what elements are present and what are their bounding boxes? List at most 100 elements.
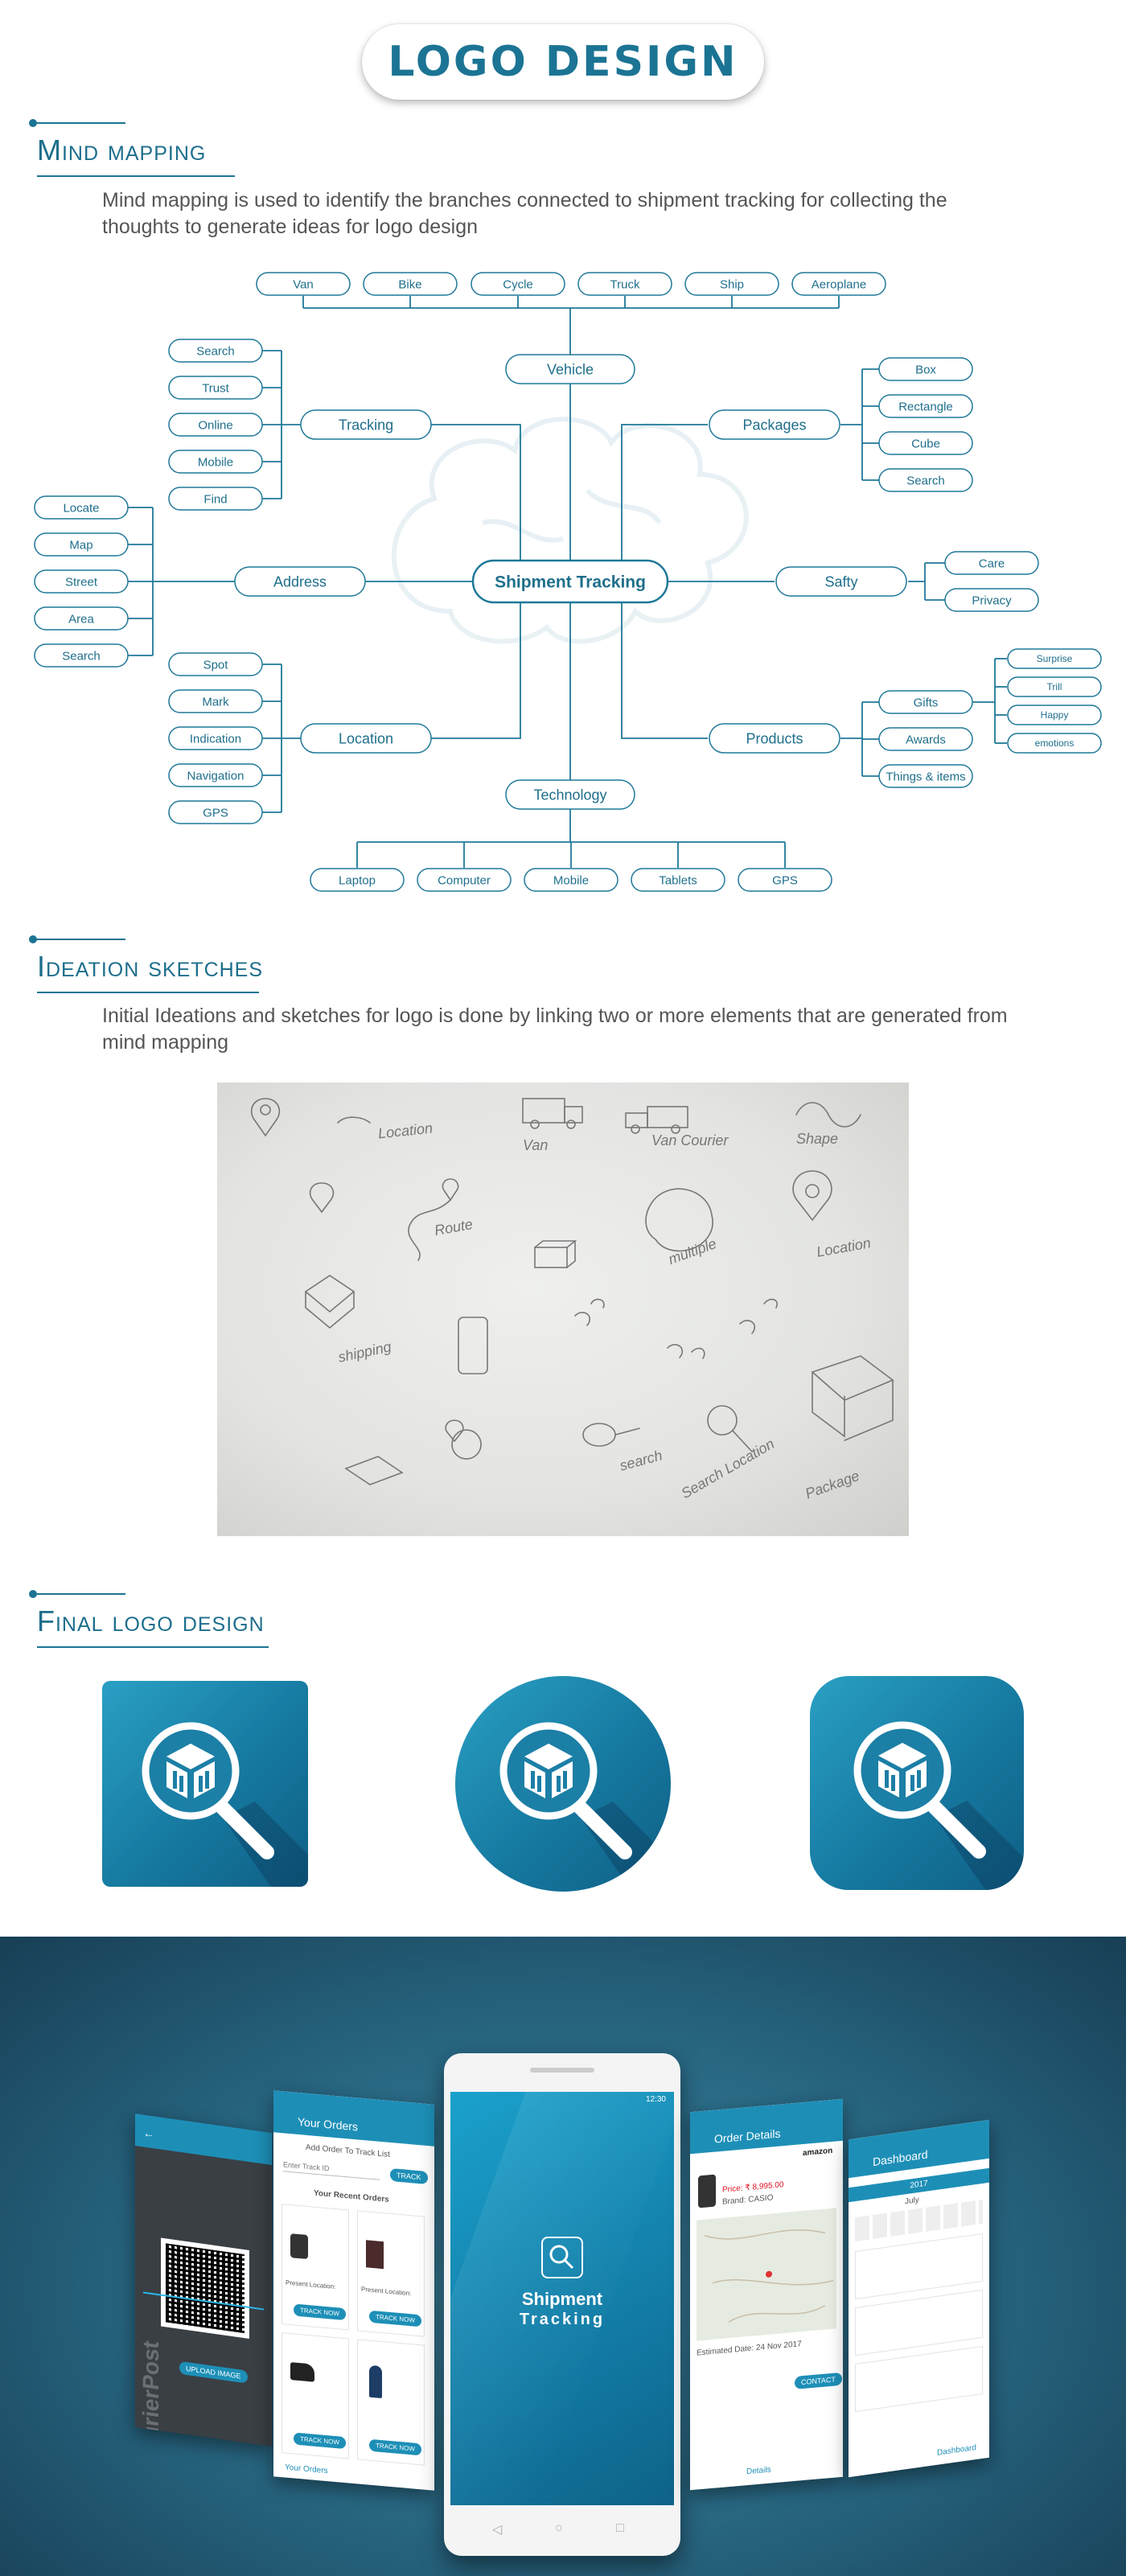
recent-nav-icon[interactable]: □ bbox=[616, 2521, 624, 2535]
dashboard-order-card[interactable] bbox=[855, 2233, 983, 2300]
tracking-map[interactable] bbox=[697, 2208, 836, 2341]
details-title: Order Details bbox=[714, 2126, 781, 2146]
magnifier-icon bbox=[549, 2245, 574, 2270]
mindmap-branch: Location bbox=[300, 723, 432, 754]
dashboard-order-card[interactable] bbox=[855, 2345, 983, 2413]
order-card[interactable]: Present Location: TRACK NOW bbox=[357, 2210, 425, 2337]
sketch-note: Van bbox=[523, 1137, 549, 1153]
connector-line bbox=[431, 424, 521, 566]
mindmap-leaf-label: Cycle bbox=[503, 277, 533, 291]
shirt-image bbox=[366, 2240, 384, 2270]
upload-image-button[interactable]: UPLOAD IMAGE bbox=[179, 2360, 248, 2384]
mindmap-leaf: Navigation bbox=[168, 763, 263, 787]
logo-square bbox=[102, 1681, 308, 1887]
dashboard-title: Dashboard bbox=[873, 2147, 928, 2169]
mindmap-leaf: Van bbox=[256, 272, 351, 296]
logo-rounded bbox=[810, 1676, 1024, 1890]
mindmap-leaf: Privacy bbox=[944, 588, 1039, 612]
mindmap-leaf: Happy bbox=[1007, 705, 1102, 725]
section-title: Final logo design bbox=[37, 1604, 265, 1637]
section-rule bbox=[34, 939, 125, 940]
sketch-route bbox=[309, 1178, 459, 1261]
mindmap-leaf: Computer bbox=[417, 868, 512, 892]
splash-logo bbox=[541, 2237, 583, 2278]
mindmap-branch: Products bbox=[709, 723, 840, 754]
mindmap-branch-label: Safty bbox=[824, 573, 857, 590]
sketch-note: Van Courier bbox=[651, 1132, 729, 1148]
tab-details[interactable]: Details bbox=[746, 2465, 771, 2477]
page-title: LOGO DESIGN bbox=[362, 24, 764, 100]
mindmap-leaf-label: Mark bbox=[202, 695, 229, 709]
sketch-van bbox=[522, 1098, 861, 1134]
dashboard-order-card[interactable] bbox=[855, 2289, 983, 2356]
order-card[interactable]: TRACK NOW bbox=[357, 2339, 425, 2466]
section-dot bbox=[29, 119, 37, 127]
mindmap-leaf-label: Gifts bbox=[914, 696, 939, 709]
mindmap-leaf: Truck bbox=[577, 272, 672, 296]
mindmap-leaf: Awards bbox=[878, 727, 973, 751]
back-arrow-icon[interactable]: ← bbox=[143, 2126, 154, 2141]
mindmap-leaf-label: Things & items bbox=[886, 770, 965, 783]
back-nav-icon[interactable]: ◁ bbox=[492, 2523, 503, 2537]
mindmap-leaf-label: GPS bbox=[772, 873, 798, 887]
mindmap-leaf: Search bbox=[878, 468, 973, 492]
mindmap-leaf: Online bbox=[168, 413, 263, 437]
qr-code-image bbox=[161, 2237, 249, 2340]
mindmap-leaf: Area bbox=[34, 606, 129, 631]
track-now-button[interactable]: TRACK NOW bbox=[294, 2432, 346, 2450]
mindmap-leaf-label: Trill bbox=[1047, 681, 1062, 692]
mindmap-branch-label: Products bbox=[746, 730, 803, 746]
track-now-button[interactable]: TRACK NOW bbox=[294, 2303, 346, 2321]
mindmap-branch-label: Location bbox=[339, 730, 393, 746]
contact-button[interactable]: CONTACT bbox=[795, 2372, 842, 2389]
mindmap-leaf-label: Mobile bbox=[553, 873, 589, 887]
sketch-location-pin bbox=[250, 1098, 371, 1137]
connector-line bbox=[621, 597, 708, 739]
dashboard-appbar: Dashboard bbox=[849, 2119, 989, 2179]
mindmap-leaf: Laptop bbox=[310, 868, 405, 892]
section-title: Ideation sketches bbox=[37, 950, 264, 983]
track-button[interactable]: TRACK bbox=[390, 2167, 428, 2185]
mindmap-branch-label: Vehicle bbox=[547, 361, 594, 377]
track-now-button[interactable]: TRACK NOW bbox=[369, 2438, 421, 2456]
section-header-final-logo: Final logo design bbox=[29, 1590, 399, 1666]
mindmap-branch: Address bbox=[234, 566, 366, 597]
track-now-button[interactable]: TRACK NOW bbox=[369, 2310, 421, 2327]
mindmap-branch: Vehicle bbox=[505, 354, 635, 384]
home-nav-icon[interactable]: ○ bbox=[555, 2521, 563, 2535]
mindmap-leaf-label: Map bbox=[69, 538, 92, 552]
watch-image bbox=[290, 2233, 308, 2260]
order-card[interactable]: TRACK NOW bbox=[282, 2332, 349, 2459]
brand-text: Brand: CASIO bbox=[722, 2193, 774, 2207]
mindmap-leaf-label: Laptop bbox=[339, 873, 376, 887]
mindmap-leaf: GPS bbox=[738, 868, 832, 892]
track-id-input[interactable] bbox=[283, 2157, 380, 2180]
mindmap-leaf-label: Trust bbox=[202, 381, 229, 395]
ideation-sketch-photo: Location Van Van Courier Route Shape mul… bbox=[217, 1083, 909, 1536]
mindmap-leaf-label: Bike bbox=[398, 277, 421, 291]
mind-map-diagram: Van Bike Cycle Truck Ship Aeroplane Laptop Comp… bbox=[34, 272, 1102, 892]
sketch-search bbox=[304, 1275, 778, 1374]
mindmap-leaf-label: GPS bbox=[203, 806, 228, 820]
mindmap-leaf-label: Search bbox=[196, 344, 235, 358]
mindmap-branch-label: Tracking bbox=[339, 417, 393, 433]
mindmap-leaf: Mobile bbox=[524, 868, 618, 892]
mindmap-leaf: Cube bbox=[878, 431, 973, 455]
tab-your-orders[interactable]: Your Orders bbox=[285, 2463, 328, 2476]
mindmap-leaf-label: Search bbox=[62, 649, 101, 663]
orders-appbar: Your Orders bbox=[273, 2090, 434, 2147]
mind-map-nodes: Van Bike Cycle Truck Ship Aeroplane Laptop Comp… bbox=[34, 272, 1102, 892]
mindmap-branch: Packages bbox=[709, 409, 840, 440]
courier-brand-text: CourierPost bbox=[138, 2339, 163, 2447]
mindmap-leaf: Mobile bbox=[168, 450, 263, 474]
mindmap-leaf-label: Navigation bbox=[187, 769, 245, 783]
phone-speaker bbox=[530, 2068, 594, 2073]
mindmap-branch: Technology bbox=[505, 779, 635, 810]
mindmap-branch-label: Packages bbox=[742, 417, 806, 433]
tab-dashboard[interactable]: Dashboard bbox=[937, 2442, 976, 2458]
mindmap-leaf-label: Ship bbox=[720, 277, 744, 291]
magnifier-box-icon bbox=[142, 1722, 308, 1887]
mindmap-leaf: emotions bbox=[1007, 733, 1102, 754]
order-card[interactable]: Present Location: TRACK NOW bbox=[282, 2204, 349, 2331]
mindmap-leaf-label: Aeroplane bbox=[812, 277, 866, 291]
